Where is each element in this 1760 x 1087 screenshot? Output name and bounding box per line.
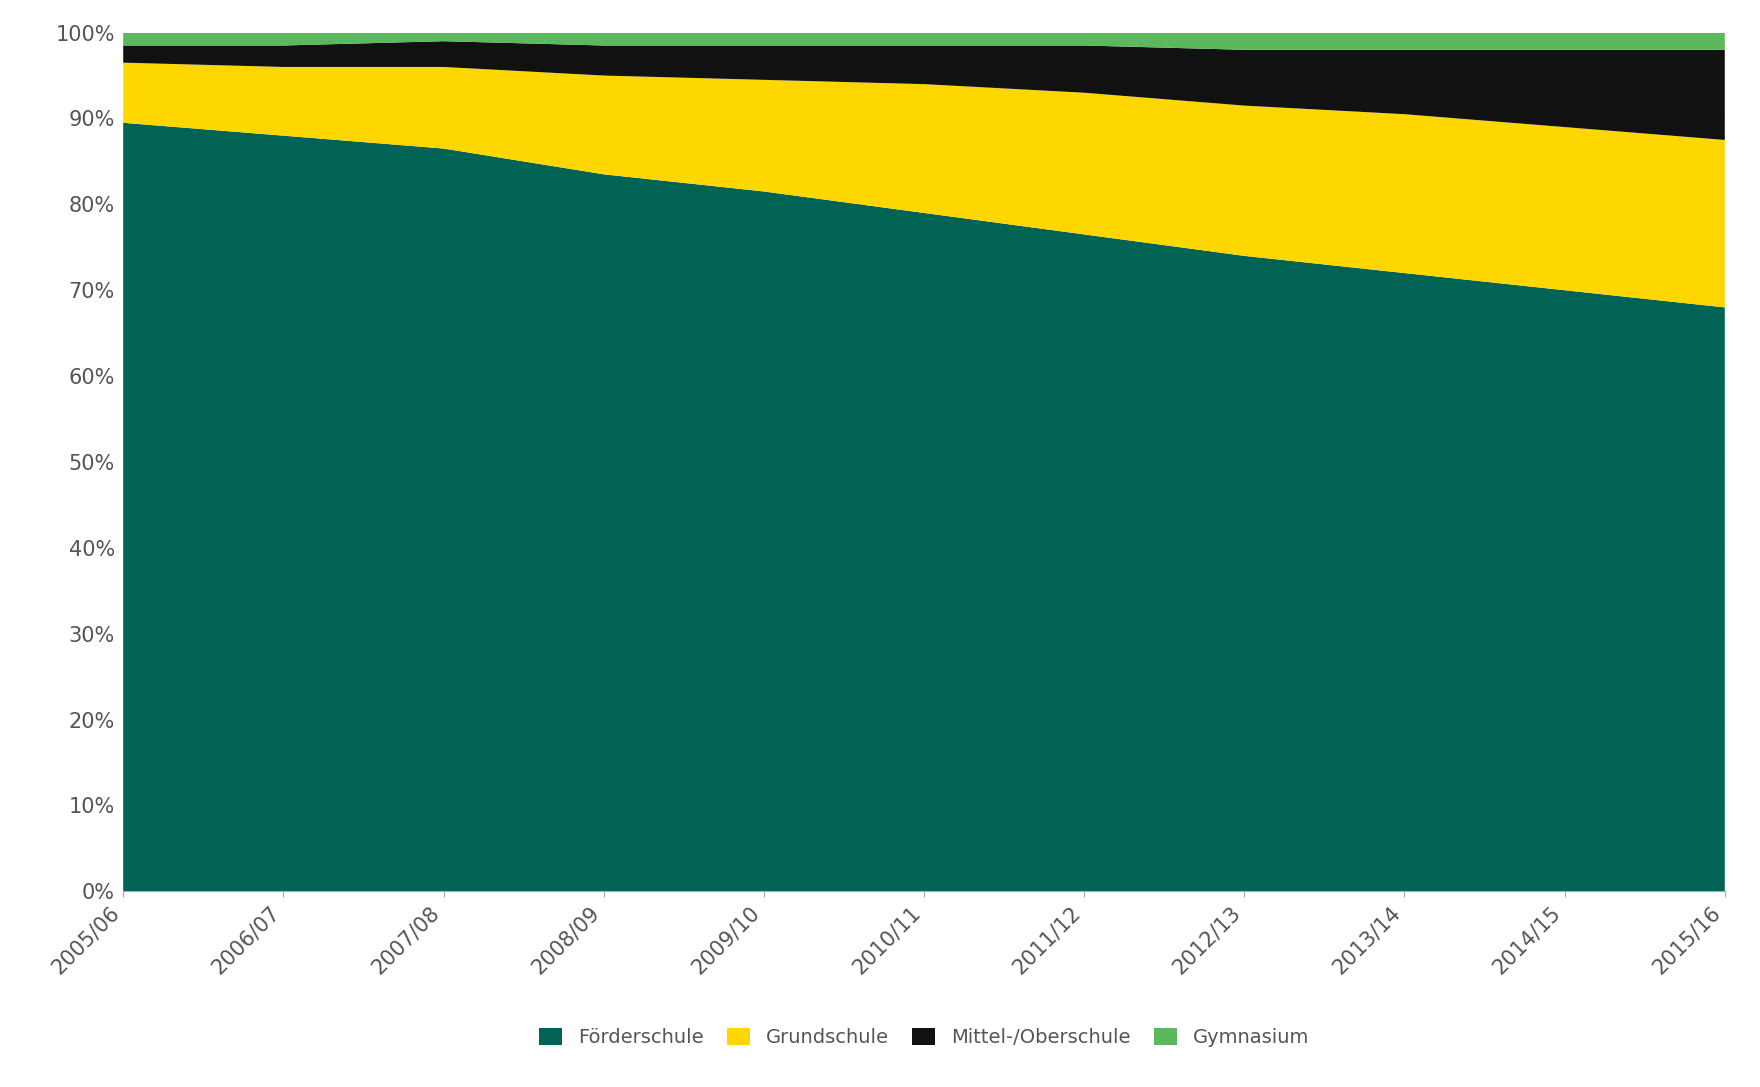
Legend: Förderschule, Grundschule, Mittel-/Oberschule, Gymnasium: Förderschule, Grundschule, Mittel-/Obers…: [532, 1020, 1316, 1055]
